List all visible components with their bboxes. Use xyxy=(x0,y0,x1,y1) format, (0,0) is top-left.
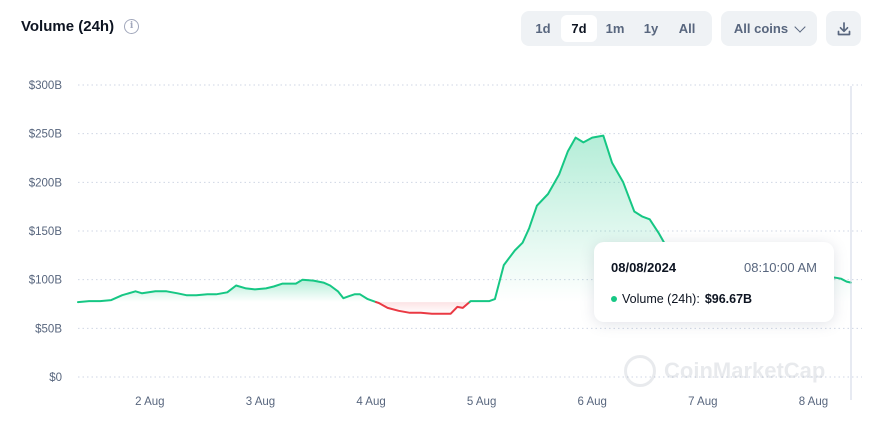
chart-title: Volume (24h) i xyxy=(21,18,140,35)
x-tick-label: 7 Aug xyxy=(688,396,717,408)
volume-line-up xyxy=(468,134,852,304)
chart-tooltip: 08/08/2024 08:10:00 AM Volume (24h): $96… xyxy=(594,242,834,322)
range-button-1m[interactable]: 1m xyxy=(605,21,625,36)
x-tick-label: 8 Aug xyxy=(799,396,828,408)
range-button-all[interactable]: All xyxy=(678,21,696,36)
y-tick-label: $150B xyxy=(29,226,63,238)
area-fill-up xyxy=(78,279,376,303)
x-tick-label: 5 Aug xyxy=(467,396,496,408)
y-tick-label: $200B xyxy=(29,177,63,189)
volume-line-up xyxy=(77,278,377,304)
y-tick-label: $300B xyxy=(29,80,63,92)
volume-line-down xyxy=(375,301,471,315)
coins-filter-dropdown[interactable]: All coins xyxy=(721,11,817,46)
y-tick-label: $250B xyxy=(29,129,63,141)
tooltip-date: 08/08/2024 xyxy=(611,260,677,275)
tooltip-value: $96.67B xyxy=(704,292,753,306)
area-fill-up xyxy=(469,135,851,303)
x-tick-label: 2 Aug xyxy=(135,396,164,408)
watermark-text: CoinMarketCap xyxy=(664,358,826,383)
y-tick-label: $100B xyxy=(29,275,63,287)
coins-filter-label: All coins xyxy=(733,21,789,36)
x-tick-label: 6 Aug xyxy=(578,396,607,408)
time-range-selector: 1d 7d 1m 1y All xyxy=(521,11,712,46)
x-tick-label: 4 Aug xyxy=(356,396,385,408)
info-icon[interactable]: i xyxy=(124,19,140,34)
tooltip-time: 08:10:00 AM xyxy=(744,260,817,275)
download-icon xyxy=(837,21,850,35)
coinmarketcap-logo-icon xyxy=(624,355,656,387)
chart-title-text: Volume (24h) xyxy=(21,18,115,35)
y-tick-label: $50B xyxy=(35,323,62,335)
range-button-1y[interactable]: 1y xyxy=(643,21,659,36)
coinmarketcap-watermark: CoinMarketCap xyxy=(624,355,825,387)
tooltip-series-label: Volume (24h): xyxy=(622,292,700,306)
series-dot-icon xyxy=(611,296,617,302)
y-tick-label: $0 xyxy=(49,372,62,384)
download-button[interactable] xyxy=(826,11,861,46)
range-button-7d[interactable]: 7d xyxy=(561,15,597,42)
x-tick-label: 3 Aug xyxy=(246,396,275,408)
range-button-1d[interactable]: 1d xyxy=(535,21,551,36)
